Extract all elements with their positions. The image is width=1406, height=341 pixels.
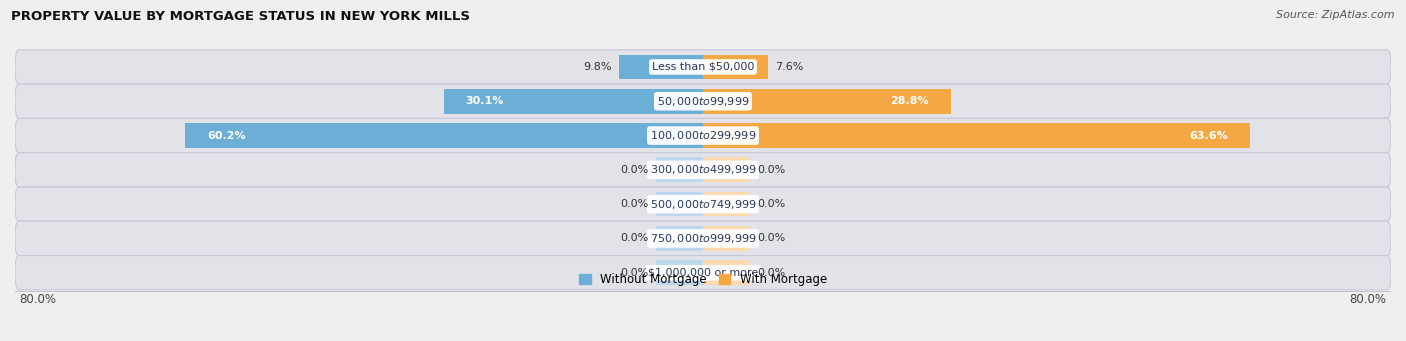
Text: 0.0%: 0.0% [758, 268, 786, 278]
FancyBboxPatch shape [15, 153, 1391, 187]
Text: $750,000 to $999,999: $750,000 to $999,999 [650, 232, 756, 245]
Bar [655, 192, 703, 217]
Text: 0.0%: 0.0% [758, 165, 786, 175]
Text: 60.2%: 60.2% [207, 131, 246, 140]
Text: 0.0%: 0.0% [620, 268, 648, 278]
Text: $100,000 to $299,999: $100,000 to $299,999 [650, 129, 756, 142]
Bar [619, 55, 703, 79]
Bar [703, 55, 768, 79]
Text: $1,000,000 or more: $1,000,000 or more [648, 268, 758, 278]
Bar [186, 123, 703, 148]
Text: $500,000 to $749,999: $500,000 to $749,999 [650, 198, 756, 211]
Text: 30.1%: 30.1% [465, 96, 503, 106]
Legend: Without Mortgage, With Mortgage: Without Mortgage, With Mortgage [574, 268, 832, 291]
Bar [444, 89, 703, 114]
Text: $50,000 to $99,999: $50,000 to $99,999 [657, 95, 749, 108]
Bar [703, 226, 751, 251]
Text: 0.0%: 0.0% [620, 234, 648, 243]
FancyBboxPatch shape [15, 118, 1391, 153]
Text: Source: ZipAtlas.com: Source: ZipAtlas.com [1277, 10, 1395, 20]
Text: 80.0%: 80.0% [1350, 293, 1386, 306]
Bar [703, 89, 950, 114]
Text: 80.0%: 80.0% [20, 293, 56, 306]
Bar [703, 261, 751, 285]
Bar [703, 123, 1250, 148]
Text: 0.0%: 0.0% [620, 199, 648, 209]
Bar [655, 158, 703, 182]
Text: Less than $50,000: Less than $50,000 [652, 62, 754, 72]
Text: 9.8%: 9.8% [583, 62, 612, 72]
FancyBboxPatch shape [15, 187, 1391, 221]
Text: 7.6%: 7.6% [775, 62, 804, 72]
Bar [703, 192, 751, 217]
Text: 0.0%: 0.0% [620, 165, 648, 175]
Text: 28.8%: 28.8% [890, 96, 929, 106]
FancyBboxPatch shape [15, 256, 1391, 290]
Text: $300,000 to $499,999: $300,000 to $499,999 [650, 163, 756, 176]
Text: 63.6%: 63.6% [1189, 131, 1229, 140]
Text: 0.0%: 0.0% [758, 234, 786, 243]
Text: PROPERTY VALUE BY MORTGAGE STATUS IN NEW YORK MILLS: PROPERTY VALUE BY MORTGAGE STATUS IN NEW… [11, 10, 470, 23]
FancyBboxPatch shape [15, 50, 1391, 84]
Bar [655, 261, 703, 285]
Bar [655, 226, 703, 251]
Text: 0.0%: 0.0% [758, 199, 786, 209]
FancyBboxPatch shape [15, 221, 1391, 256]
Bar [703, 158, 751, 182]
FancyBboxPatch shape [15, 84, 1391, 118]
